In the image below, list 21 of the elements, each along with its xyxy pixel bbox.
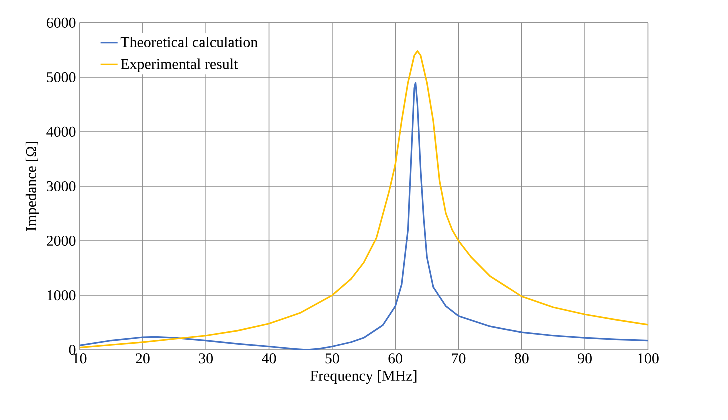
x-tick-label: 50 [326,354,340,364]
x-tick-label: 90 [578,354,592,364]
y-tick-label: 6000 [46,18,76,28]
y-tick-label: 0 [69,345,76,356]
x-tick-label: 60 [388,354,402,364]
legend-label: Theoretical calculation [120,37,258,48]
legend-label: Experimental result [121,58,238,72]
x-axis-title: Frequency [MHz] [310,370,417,384]
y-tick-label: 1000 [48,290,76,301]
x-tick-label: 30 [199,354,214,364]
y-tick-label: 2000 [47,236,76,246]
y-tick-label: 4000 [46,127,76,138]
x-tick-label: 80 [514,354,529,364]
y-axis-title: Impedance [Ω] [26,142,40,232]
x-tick-label: 20 [136,354,150,364]
x-tick-label: 100 [638,354,659,364]
x-tick-label: 10 [74,354,87,364]
y-tick-label: 5000 [47,72,76,83]
x-tick-label: 40 [262,354,276,364]
y-tick-label: 3000 [47,182,76,192]
x-tick-label: 70 [452,354,466,364]
